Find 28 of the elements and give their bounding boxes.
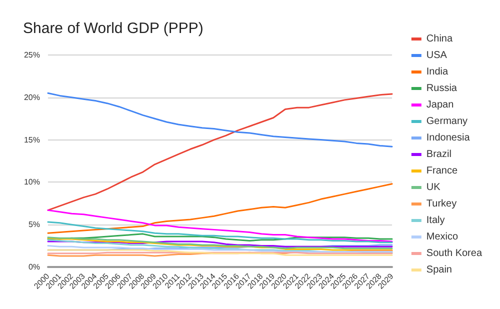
line-series (47, 233, 393, 242)
line-series (47, 209, 393, 242)
legend-label: Mexico (426, 232, 459, 242)
line-series (47, 221, 393, 244)
legend-label: India (426, 66, 449, 78)
legend-label: Japan (426, 100, 454, 110)
y-tick-label: 5% (28, 220, 40, 230)
legend-label: USA (426, 50, 448, 61)
y-tick-label: 25% (24, 50, 40, 60)
legend-label: South Korea (426, 248, 482, 259)
legend-label: China (426, 34, 453, 44)
legend-label: Italy (426, 215, 445, 226)
legend-label: France (426, 166, 458, 176)
chart-title: Share of World GDP (PPP) (23, 20, 204, 37)
legend-label: Russia (426, 83, 458, 94)
y-tick-label: 0% (28, 262, 40, 272)
legend-label: Brazil (426, 149, 452, 160)
legend-label: UK (426, 182, 441, 193)
y-tick-label: 15% (24, 135, 40, 144)
legend-label: Spain (426, 264, 452, 276)
line-series (47, 183, 393, 234)
legend-label: Germany (426, 116, 468, 127)
line-series (47, 92, 393, 148)
legend-label: Turkey (426, 198, 457, 210)
legend-label: Indonesia (426, 132, 470, 144)
y-tick-label: 20% (24, 92, 40, 102)
y-tick-label: 10% (24, 178, 40, 187)
line-series (47, 93, 393, 211)
